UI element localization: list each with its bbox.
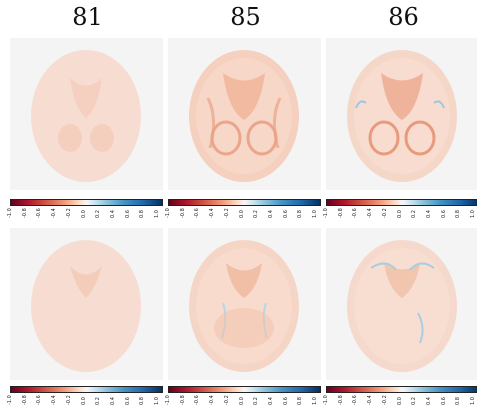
colorbar-tick-label: -0.6 [352, 208, 359, 218]
colorbar-tick-label: 0.4 [109, 397, 116, 405]
colorbar-tick-label: -1.0 [165, 208, 171, 218]
colorbar-r2-c1 [10, 386, 163, 393]
colorbar-tick-label: 0.4 [267, 210, 274, 218]
colorbar-tick-label: 0.8 [139, 210, 146, 218]
column-title-86: 86 [388, 3, 419, 31]
colorbar-tick-label: -0.4 [51, 208, 58, 218]
colorbar-tick-label: 1.0 [312, 210, 318, 218]
colorbar-tick-label: 0.0 [80, 210, 87, 218]
colorbar-ticks-r1-c1: -1.0 -0.8 -0.6 -0.4 -0.2 0.0 0.2 0.4 0.6 0.8 1.0 [7, 208, 163, 222]
colorbar-tick-label: 0.0 [396, 210, 403, 218]
colorbar-tick-label: 0.6 [440, 397, 447, 405]
colorbar-tick-label: -0.4 [209, 208, 216, 218]
column-title-85: 85 [230, 3, 261, 31]
colorbar-tick-label: -0.2 [381, 395, 388, 405]
colorbar-r1-c2 [168, 199, 321, 206]
colorbar-ticks-r2-c1: -1.0 -0.8 -0.6 -0.4 -0.2 0.0 0.2 0.4 0.6 0.8 1.0 [7, 395, 163, 409]
colorbar-tick-label: 0.0 [238, 397, 245, 405]
colorbar-tick-label: 0.8 [297, 397, 304, 405]
brain-heatmap-image [347, 50, 457, 182]
colorbar-tick-label: 0.8 [139, 397, 146, 405]
colorbar-r1-c3 [326, 199, 477, 206]
colorbar-tick-label: 0.2 [253, 397, 260, 405]
colorbar-tick-label: -1.0 [323, 395, 329, 405]
colorbar-tick-label: -1.0 [7, 395, 13, 405]
colorbar-tick-label: -0.8 [21, 395, 28, 405]
colorbar-ticks-r1-c3: -1.0 -0.8 -0.6 -0.4 -0.2 0.0 0.2 0.4 0.6 0.8 1.0 [323, 208, 477, 222]
colorbar-tick-label: 0.0 [396, 397, 403, 405]
brain-map-r2-c3 [326, 228, 477, 380]
colorbar-r2-c3 [326, 386, 477, 393]
colorbar-tick-label: 0.2 [95, 397, 102, 405]
colorbar-tick-label: -0.4 [367, 395, 374, 405]
colorbar-tick-label: 0.8 [455, 210, 462, 218]
colorbar-tick-label: 0.6 [124, 210, 131, 218]
brain-map-r1-c1 [10, 38, 163, 190]
colorbar-tick-label: -0.8 [21, 208, 28, 218]
colorbar-tick-label: 1.0 [312, 397, 318, 405]
brain-heatmap-image [31, 50, 141, 182]
colorbar-tick-label: -0.2 [223, 395, 230, 405]
brain-map-r1-c2 [168, 38, 321, 190]
colorbar-tick-label: 0.4 [267, 397, 274, 405]
colorbar-tick-label: 1.0 [470, 210, 476, 218]
brain-map-r1-c3 [326, 38, 477, 190]
colorbar-tick-label: -0.2 [65, 208, 72, 218]
colorbar-tick-label: 0.4 [425, 210, 432, 218]
colorbar-tick-label: 0.2 [253, 210, 260, 218]
colorbar-tick-label: 0.0 [238, 210, 245, 218]
colorbar-tick-label: -0.8 [179, 208, 186, 218]
colorbar-tick-label: -0.8 [337, 208, 344, 218]
column-title-81: 81 [72, 3, 103, 31]
colorbar-tick-label: -0.8 [179, 395, 186, 405]
colorbar-r1-c1 [10, 199, 163, 206]
colorbar-tick-label: -0.6 [36, 208, 43, 218]
colorbar-tick-label: 0.2 [95, 210, 102, 218]
colorbar-tick-label: -1.0 [7, 208, 13, 218]
colorbar-tick-label: -0.4 [209, 395, 216, 405]
colorbar-tick-label: 0.6 [282, 397, 289, 405]
colorbar-ticks-r1-c2: -1.0 -0.8 -0.6 -0.4 -0.2 0.0 0.2 0.4 0.6 0.8 1.0 [165, 208, 321, 222]
colorbar-tick-label: 0.6 [124, 397, 131, 405]
colorbar-tick-label: -0.4 [367, 208, 374, 218]
colorbar-tick-label: 0.8 [455, 397, 462, 405]
colorbar-tick-label: -0.2 [381, 208, 388, 218]
colorbar-tick-label: -0.4 [51, 395, 58, 405]
brain-map-r2-c1 [10, 228, 163, 380]
colorbar-tick-label: 0.4 [425, 397, 432, 405]
brain-heatmap-image [189, 50, 299, 182]
colorbar-tick-label: 0.6 [282, 210, 289, 218]
colorbar-tick-label: -0.6 [36, 395, 43, 405]
colorbar-tick-label: 1.0 [470, 397, 476, 405]
colorbar-tick-label: 1.0 [154, 210, 160, 218]
colorbar-tick-label: 0.0 [80, 397, 87, 405]
colorbar-tick-label: -0.6 [194, 395, 201, 405]
colorbar-r2-c2 [168, 386, 321, 393]
colorbar-tick-label: -1.0 [165, 395, 171, 405]
colorbar-tick-label: 0.8 [297, 210, 304, 218]
brain-heatmap-image [347, 240, 457, 372]
colorbar-tick-label: -1.0 [323, 208, 329, 218]
brain-heatmap-image [189, 240, 299, 372]
colorbar-tick-label: -0.6 [194, 208, 201, 218]
colorbar-tick-label: 0.2 [411, 210, 418, 218]
brain-map-r2-c2 [168, 228, 321, 380]
colorbar-tick-label: -0.6 [352, 395, 359, 405]
colorbar-tick-label: -0.2 [65, 395, 72, 405]
colorbar-tick-label: 1.0 [154, 397, 160, 405]
colorbar-tick-label: 0.4 [109, 210, 116, 218]
colorbar-ticks-r2-c3: -1.0 -0.8 -0.6 -0.4 -0.2 0.0 0.2 0.4 0.6 0.8 1.0 [323, 395, 477, 409]
colorbar-tick-label: -0.8 [337, 395, 344, 405]
colorbar-tick-label: 0.6 [440, 210, 447, 218]
colorbar-tick-label: 0.2 [411, 397, 418, 405]
colorbar-tick-label: -0.2 [223, 208, 230, 218]
colorbar-ticks-r2-c2: -1.0 -0.8 -0.6 -0.4 -0.2 0.0 0.2 0.4 0.6 0.8 1.0 [165, 395, 321, 409]
brain-heatmap-image [31, 240, 141, 372]
